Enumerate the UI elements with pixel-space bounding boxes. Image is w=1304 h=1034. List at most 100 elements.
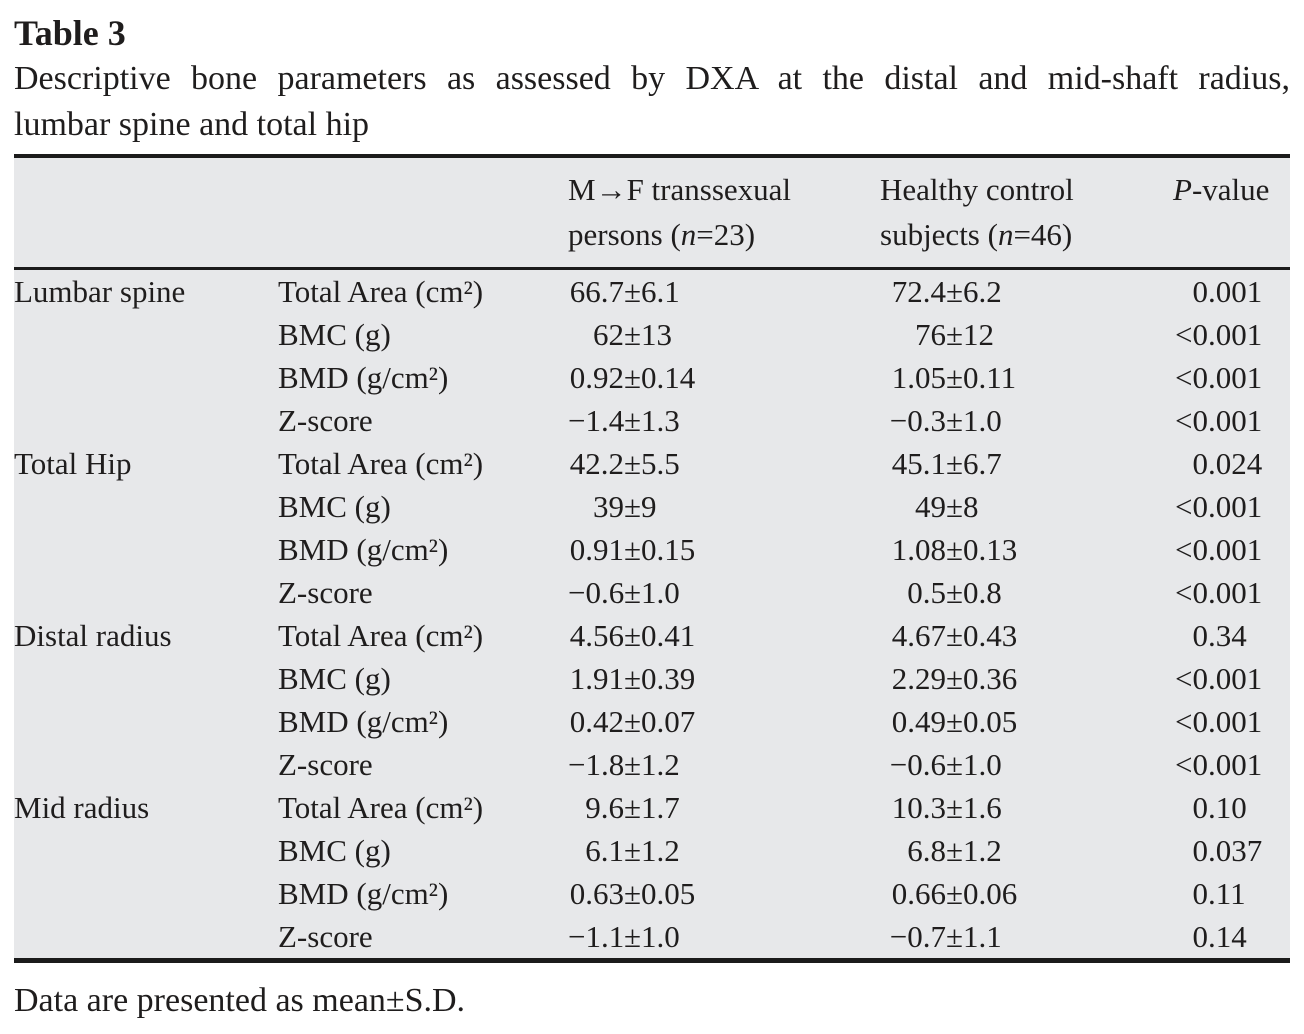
value-left-part: 9.6 (585, 790, 624, 825)
header-control-line2-suffix: =46) (1013, 217, 1073, 252)
value-left-part: <0 (1175, 704, 1208, 739)
parameter-label: BMC (g) (278, 833, 391, 868)
value-right-part: ±1.7 (624, 790, 680, 825)
p-value: <0.001 (1173, 657, 1290, 700)
region-label (14, 915, 278, 958)
value-right-part: ±0.05 (946, 704, 1018, 739)
p-value: 0.11 (1173, 872, 1290, 915)
p-value: <0.001 (1173, 485, 1290, 528)
table-row: BMD (g/cm²) 0.63±0.05 0.66±0.06 0.11 (14, 872, 1290, 915)
value-right-part: ±0.14 (624, 360, 696, 395)
value-right-part: .024 (1208, 446, 1263, 481)
value-left-part: −0.3 (889, 403, 946, 438)
region-label (14, 872, 278, 915)
region-label (14, 399, 278, 442)
header-parameter-column (278, 167, 568, 257)
value-right-part: .001 (1208, 575, 1263, 610)
parameter-label: Total Area (cm²) (278, 618, 484, 653)
value-right-part: .001 (1208, 704, 1263, 739)
table-row: Distal radius Total Area (cm²) 4.56±0.41 4.… (14, 614, 1290, 657)
value-left-part: 0.42 (569, 704, 624, 739)
value-left-part: 2.29 (891, 661, 946, 696)
control-value: −0.6±1.0 (880, 743, 1173, 786)
parameter-label: Z-score (278, 403, 373, 438)
value-left-part: −0.6 (889, 747, 946, 782)
region-label: Distal radius (14, 618, 172, 653)
value-left-part: 0.66 (891, 876, 946, 911)
value-right-part: ±6.1 (624, 274, 680, 309)
p-value: 0.024 (1173, 442, 1290, 485)
p-value: <0.001 (1173, 743, 1290, 786)
table-row: BMD (g/cm²) 0.92±0.14 1.05±0.11 <0.001 (14, 356, 1290, 399)
table-row: BMD (g/cm²) 0.42±0.07 0.49±0.05 <0.001 (14, 700, 1290, 743)
parameter-label: Total Area (cm²) (278, 446, 484, 481)
region-label: Total Hip (14, 446, 132, 481)
header-mf-line2-suffix: =23) (696, 217, 756, 252)
p-value: <0.001 (1173, 528, 1290, 571)
value-right-part: ±1.0 (624, 575, 680, 610)
value-right-part: ±12 (946, 317, 995, 352)
value-left-part: 1.91 (569, 661, 624, 696)
header-mf-line2: persons (n=23) (568, 212, 880, 257)
parameter-label: BMD (g/cm²) (278, 532, 449, 567)
p-value: 0.10 (1173, 786, 1290, 829)
value-left-part: 62 (593, 317, 624, 352)
mf-value: 62±13 (568, 313, 880, 356)
value-left-part: <0 (1175, 403, 1208, 438)
region-label (14, 657, 278, 700)
parameter-label: BMD (g/cm²) (278, 704, 449, 739)
control-value: 4.67±0.43 (880, 614, 1173, 657)
value-left-part: <0 (1175, 317, 1208, 352)
value-left-part: 0 (1192, 274, 1209, 309)
mf-value: −1.1±1.0 (568, 915, 880, 958)
region-label (14, 571, 278, 614)
value-left-part: −1.8 (568, 747, 625, 782)
value-right-part: .34 (1208, 618, 1247, 653)
parameter-label: Total Area (cm²) (278, 790, 484, 825)
value-right-part: ±1.2 (624, 833, 680, 868)
header-region-column (14, 167, 278, 257)
table-row: Z-score −1.4±1.3 −0.3±1.0 <0.001 (14, 399, 1290, 442)
value-left-part: 6.1 (585, 833, 624, 868)
value-right-part: ±1.6 (946, 790, 1002, 825)
value-right-part: .001 (1208, 360, 1263, 395)
parameter-label: Z-score (278, 747, 373, 782)
value-left-part: 0.92 (569, 360, 624, 395)
parameter-label: BMD (g/cm²) (278, 876, 449, 911)
control-value: 1.08±0.13 (880, 528, 1173, 571)
header-pvalue-rest: -value (1191, 172, 1270, 207)
p-value: <0.001 (1173, 571, 1290, 614)
value-right-part: ±1.0 (946, 403, 1002, 438)
value-right-part: .001 (1208, 274, 1263, 309)
value-left-part: 0 (1192, 446, 1209, 481)
mf-value: 4.56±0.41 (568, 614, 880, 657)
control-value: 0.66±0.06 (880, 872, 1173, 915)
header-mf-n-symbol: n (680, 217, 697, 252)
region-label: Mid radius (14, 790, 150, 825)
control-value: 10.3±1.6 (880, 786, 1173, 829)
value-right-part: ±8 (946, 489, 979, 524)
value-left-part: <0 (1175, 489, 1208, 524)
table-footnote: Data are presented as mean±S.D. (14, 982, 466, 1019)
caption-line-1: Descriptive bone parameters as assessed … (14, 60, 1290, 97)
control-value: 1.05±0.11 (880, 356, 1173, 399)
value-left-part: 0.49 (891, 704, 946, 739)
value-left-part: 4.67 (891, 618, 946, 653)
control-value: 49±8 (880, 485, 1173, 528)
value-left-part: 0 (1192, 876, 1209, 911)
value-right-part: .10 (1208, 790, 1247, 825)
value-left-part: 66.7 (569, 274, 624, 309)
region-label (14, 829, 278, 872)
value-right-part: ±1.0 (946, 747, 1002, 782)
value-left-part: −0.7 (889, 919, 946, 954)
mf-value: 0.92±0.14 (568, 356, 880, 399)
value-left-part: 1.08 (891, 532, 946, 567)
value-left-part: <0 (1175, 747, 1208, 782)
value-left-part: 0.91 (569, 532, 624, 567)
region-label (14, 313, 278, 356)
mf-value: 0.42±0.07 (568, 700, 880, 743)
value-right-part: ±1.0 (624, 919, 680, 954)
value-left-part: −1.1 (568, 919, 625, 954)
header-control-line2-prefix: subjects ( (880, 217, 998, 252)
caption-line-2: lumbar spine and total hip (14, 106, 370, 143)
